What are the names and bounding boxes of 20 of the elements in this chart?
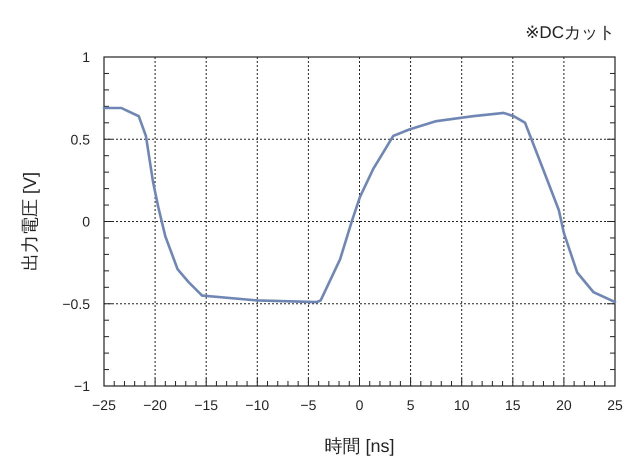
ylabel: 出力電圧 [V] (20, 172, 40, 271)
x-tick-label: 15 (505, 397, 521, 413)
x-tick-label: −20 (143, 397, 168, 413)
x-tick-label: −10 (245, 397, 270, 413)
x-tick-label: 20 (556, 397, 572, 413)
x-tick-label: 25 (607, 397, 623, 413)
x-tick-label: 10 (454, 397, 470, 413)
xlabel: 時間 [ns] (324, 436, 394, 456)
annotation: ※DCカット (525, 23, 615, 42)
y-tick-label: 0 (82, 214, 90, 230)
x-tick-label: 0 (356, 397, 364, 413)
y-tick-label: −0.5 (62, 296, 90, 312)
line-series (102, 106, 616, 304)
x-tick-label: −5 (300, 397, 317, 413)
y-tick-label: −1 (74, 378, 90, 394)
y-tick-label: 1 (82, 49, 90, 65)
x-tick-label: 5 (406, 397, 415, 413)
x-tick-label: −15 (194, 397, 218, 413)
y-tick-label: 0.5 (70, 131, 90, 148)
x-tick-label: −25 (92, 397, 116, 413)
